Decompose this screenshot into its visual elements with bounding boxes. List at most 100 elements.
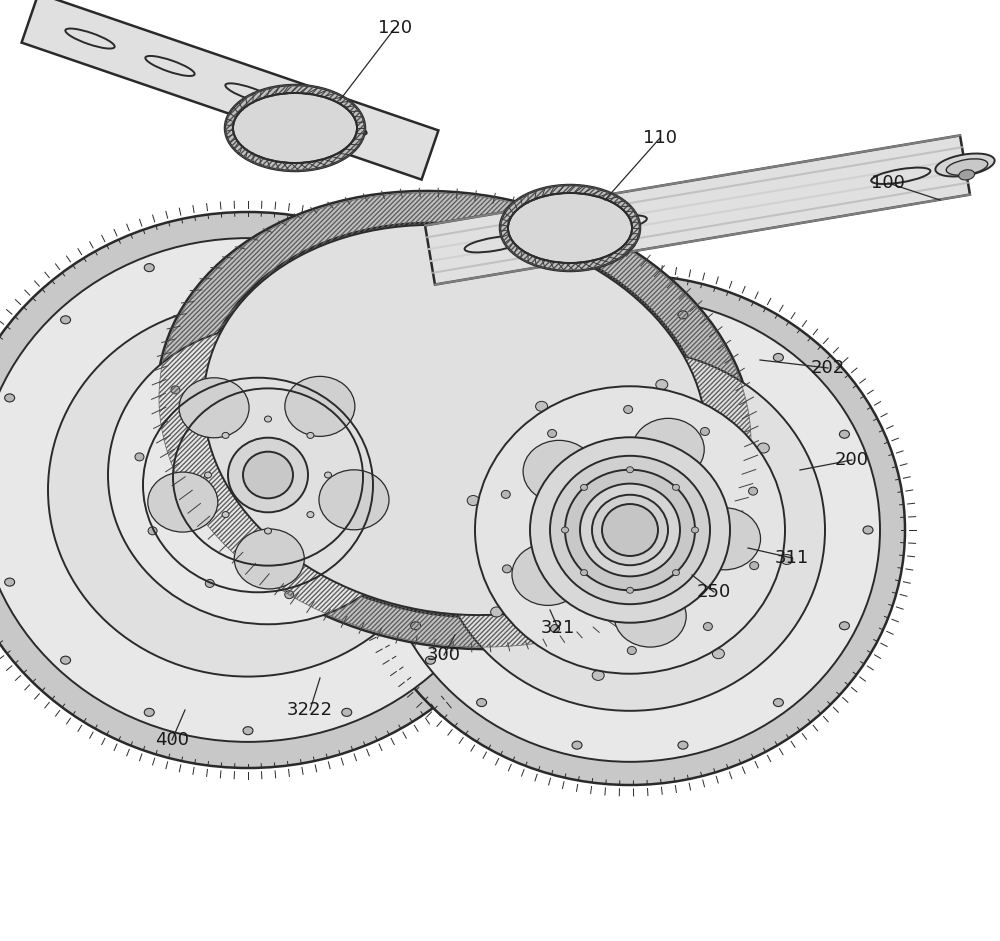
- Ellipse shape: [148, 527, 157, 534]
- Text: 321: 321: [541, 619, 575, 637]
- Ellipse shape: [501, 490, 510, 499]
- Ellipse shape: [500, 185, 640, 271]
- Ellipse shape: [324, 472, 332, 478]
- Ellipse shape: [205, 472, 212, 478]
- Text: 250: 250: [697, 583, 731, 601]
- Ellipse shape: [501, 486, 511, 494]
- Ellipse shape: [380, 298, 880, 762]
- Ellipse shape: [264, 528, 272, 534]
- Ellipse shape: [108, 326, 428, 624]
- Ellipse shape: [242, 351, 251, 359]
- Text: 200: 200: [835, 451, 869, 469]
- Ellipse shape: [322, 362, 331, 371]
- Ellipse shape: [946, 159, 988, 175]
- Ellipse shape: [0, 238, 518, 742]
- Ellipse shape: [144, 709, 154, 716]
- Ellipse shape: [355, 275, 905, 785]
- Ellipse shape: [550, 455, 710, 604]
- Ellipse shape: [5, 394, 15, 402]
- Ellipse shape: [235, 95, 355, 161]
- Ellipse shape: [678, 311, 688, 319]
- Ellipse shape: [565, 470, 695, 590]
- Ellipse shape: [425, 656, 435, 664]
- Ellipse shape: [135, 453, 144, 461]
- Ellipse shape: [572, 311, 582, 319]
- Ellipse shape: [508, 193, 632, 263]
- Ellipse shape: [467, 496, 479, 505]
- Ellipse shape: [689, 508, 761, 570]
- Ellipse shape: [632, 419, 704, 480]
- Ellipse shape: [144, 263, 154, 272]
- Ellipse shape: [285, 591, 294, 598]
- Ellipse shape: [435, 349, 825, 710]
- Ellipse shape: [626, 587, 634, 593]
- Ellipse shape: [225, 85, 365, 171]
- Ellipse shape: [581, 485, 588, 490]
- Ellipse shape: [510, 195, 630, 261]
- Ellipse shape: [379, 415, 388, 423]
- Ellipse shape: [672, 485, 679, 490]
- Ellipse shape: [750, 562, 759, 569]
- Ellipse shape: [392, 489, 401, 497]
- Ellipse shape: [477, 698, 487, 707]
- Ellipse shape: [551, 625, 560, 632]
- Ellipse shape: [204, 225, 706, 615]
- Ellipse shape: [626, 467, 634, 472]
- Ellipse shape: [481, 394, 491, 402]
- Ellipse shape: [781, 554, 793, 565]
- Ellipse shape: [592, 495, 668, 566]
- Text: 202: 202: [811, 359, 845, 377]
- Ellipse shape: [523, 440, 595, 502]
- Ellipse shape: [839, 430, 849, 439]
- Ellipse shape: [61, 656, 71, 664]
- Ellipse shape: [491, 607, 503, 617]
- Polygon shape: [22, 0, 438, 180]
- Ellipse shape: [627, 646, 636, 655]
- Ellipse shape: [712, 648, 724, 659]
- Text: 3222: 3222: [287, 701, 333, 719]
- Ellipse shape: [233, 93, 357, 163]
- Ellipse shape: [148, 472, 218, 532]
- Text: 120: 120: [378, 19, 412, 37]
- Ellipse shape: [572, 742, 582, 749]
- Ellipse shape: [411, 430, 421, 439]
- Ellipse shape: [411, 622, 421, 630]
- Ellipse shape: [48, 303, 448, 677]
- Polygon shape: [425, 136, 970, 284]
- Ellipse shape: [285, 376, 355, 437]
- Ellipse shape: [264, 416, 272, 422]
- Ellipse shape: [307, 512, 314, 518]
- Ellipse shape: [222, 512, 229, 518]
- Ellipse shape: [234, 529, 304, 589]
- Ellipse shape: [562, 527, 568, 533]
- Ellipse shape: [749, 487, 758, 495]
- Ellipse shape: [319, 470, 389, 530]
- Ellipse shape: [959, 169, 975, 180]
- Ellipse shape: [672, 569, 679, 576]
- Ellipse shape: [700, 427, 709, 436]
- Ellipse shape: [602, 504, 658, 556]
- Ellipse shape: [548, 429, 557, 438]
- Ellipse shape: [0, 212, 546, 768]
- Ellipse shape: [624, 406, 633, 413]
- Ellipse shape: [935, 153, 995, 177]
- Ellipse shape: [863, 526, 873, 534]
- Ellipse shape: [356, 556, 365, 565]
- Ellipse shape: [536, 402, 548, 411]
- Text: 110: 110: [643, 129, 677, 147]
- Ellipse shape: [773, 698, 783, 707]
- Ellipse shape: [592, 670, 604, 680]
- Ellipse shape: [773, 354, 783, 361]
- Ellipse shape: [502, 565, 511, 573]
- Ellipse shape: [179, 377, 249, 438]
- Ellipse shape: [243, 452, 293, 499]
- Text: 100: 100: [871, 174, 905, 192]
- Ellipse shape: [243, 246, 253, 253]
- Ellipse shape: [342, 709, 352, 716]
- Text: 400: 400: [155, 731, 189, 749]
- Ellipse shape: [171, 386, 180, 394]
- Text: 311: 311: [775, 549, 809, 567]
- Ellipse shape: [307, 433, 314, 439]
- Ellipse shape: [839, 622, 849, 630]
- Ellipse shape: [692, 527, 698, 533]
